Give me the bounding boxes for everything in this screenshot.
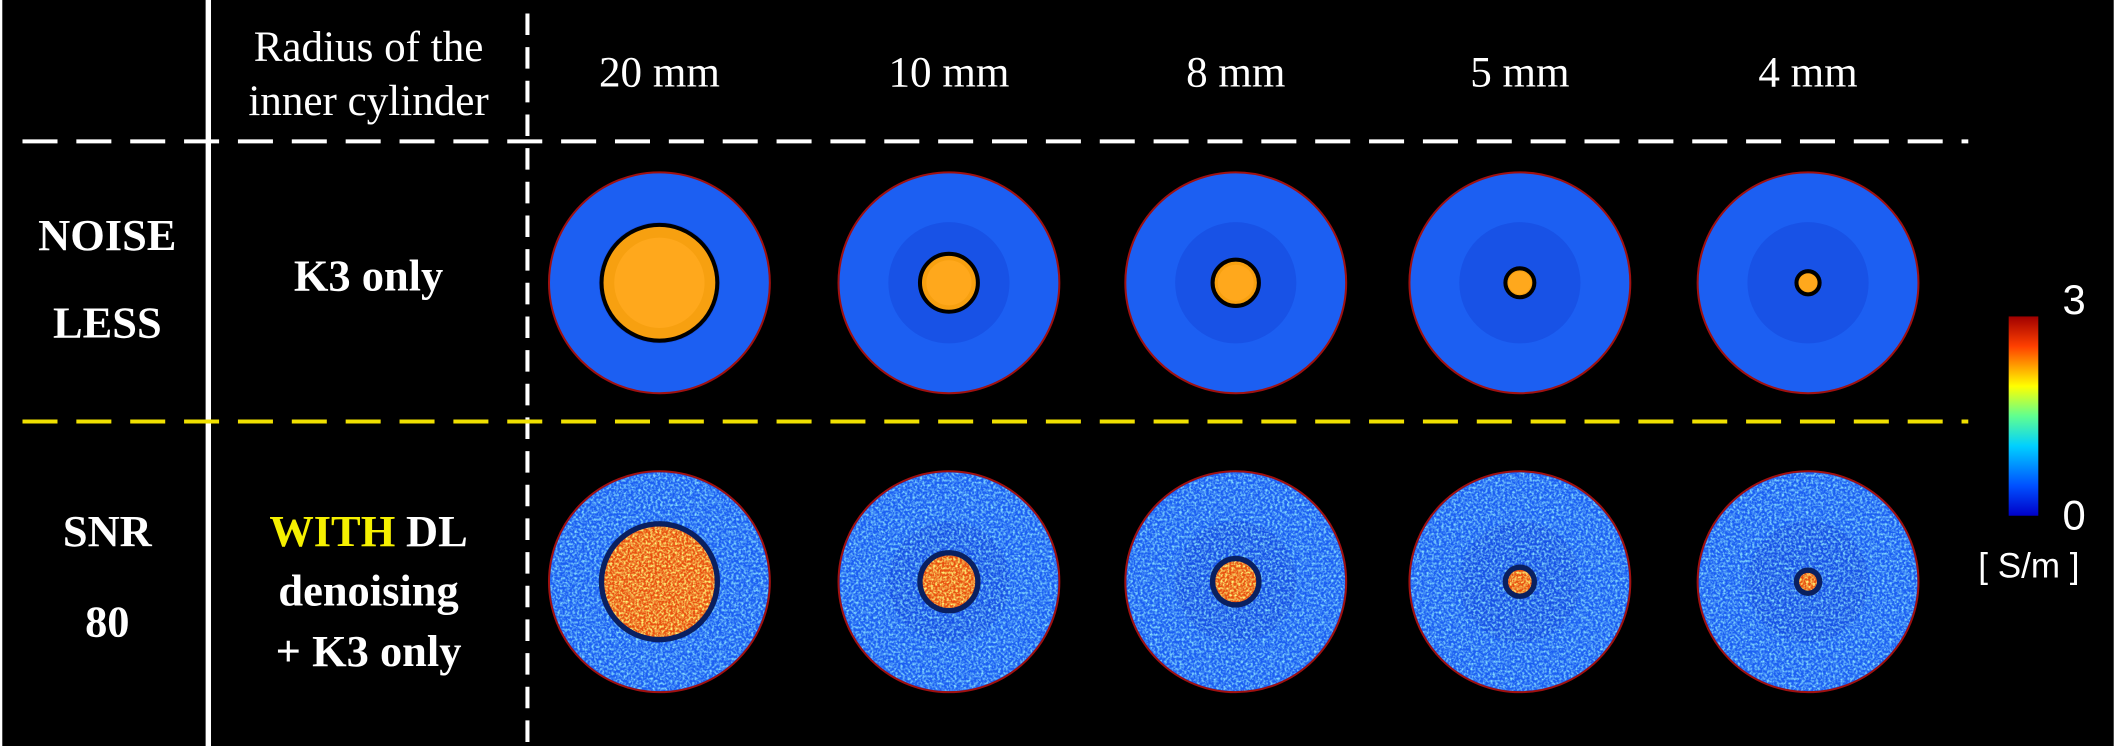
header-label: Radius of the: [254, 24, 484, 71]
highlight: WITH: [269, 506, 395, 556]
noise: [922, 555, 976, 608]
column-label: 10 mm: [888, 50, 1009, 97]
noise: [1508, 569, 1532, 594]
column-label: 8 mm: [1186, 50, 1285, 97]
inner-core: [1508, 271, 1532, 295]
row-label: NOISE: [38, 210, 176, 260]
noise: [1215, 561, 1257, 603]
row-label: 80: [85, 596, 129, 646]
inner-core: [926, 260, 972, 306]
method-label: K3 only: [294, 250, 443, 300]
column-label: 4 mm: [1758, 50, 1857, 97]
method-text: DL: [406, 506, 468, 556]
noise: [604, 526, 715, 637]
noise: [1799, 572, 1817, 591]
row-label: LESS: [53, 297, 162, 347]
inner-core: [1217, 264, 1254, 301]
method-label: + K3 only: [276, 626, 462, 676]
method-label: WITH DL: [269, 506, 467, 556]
colorbar-tick: 3: [2063, 276, 2086, 323]
inner-core: [614, 237, 705, 328]
row-label: SNR: [63, 506, 153, 556]
column-label: 5 mm: [1470, 50, 1569, 97]
colorbar-tick: 0: [2063, 491, 2086, 538]
header-label: inner cylinder: [248, 78, 488, 125]
column-label: 20 mm: [599, 50, 720, 97]
method-label: denoising: [278, 565, 458, 615]
colorbar: [2008, 316, 2039, 516]
inner-core: [1799, 273, 1818, 292]
colorbar-unit: [ S/m ]: [1978, 547, 2079, 586]
